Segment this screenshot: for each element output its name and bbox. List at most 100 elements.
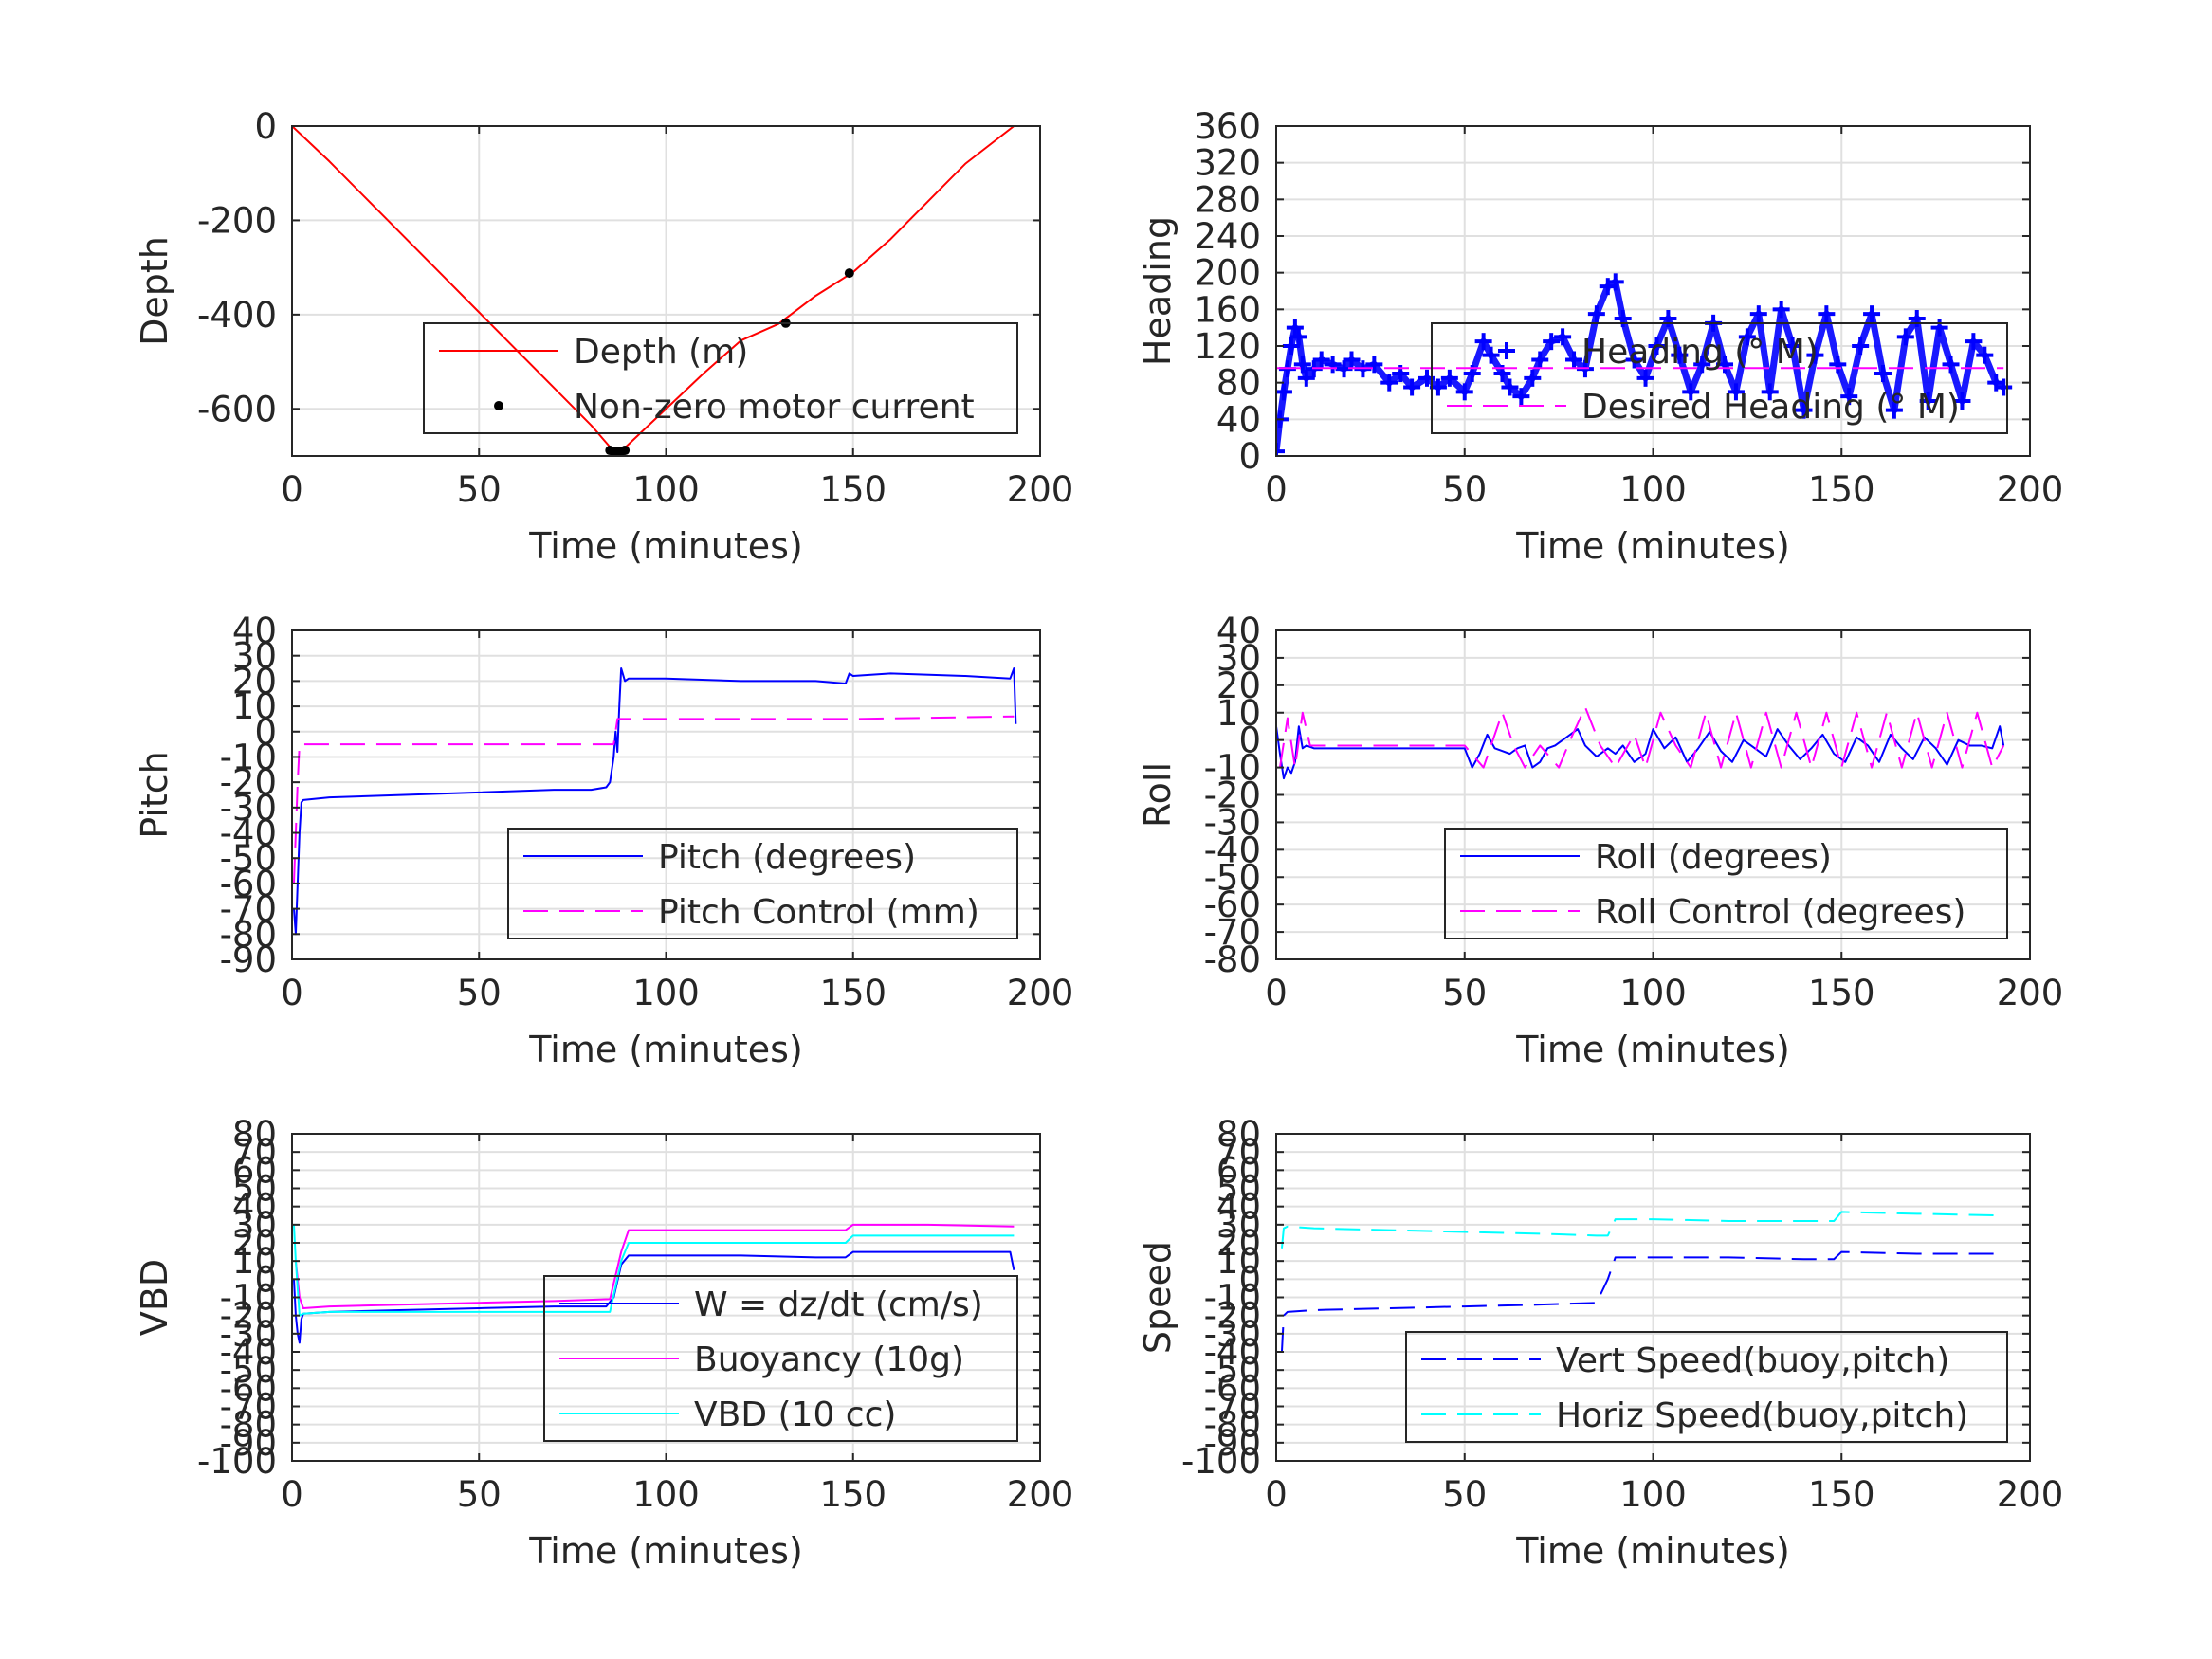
pitch-xtick-label: 150	[819, 973, 887, 1013]
roll-xtick-label: 100	[1619, 973, 1687, 1013]
depth-xtick-label: 150	[819, 469, 887, 510]
roll-panel: 0 50 100 150 200403020100-10-20-30-40-50-60-…	[1137, 611, 2063, 1070]
pitch-ytick-label: -90	[220, 939, 277, 980]
speed-ytick-label: 80	[1216, 1114, 1261, 1155]
pitch-ytick-label: 20	[232, 661, 277, 702]
depth-ylabel: Depth	[134, 236, 175, 346]
pitch-ytick-label: -30	[220, 788, 277, 829]
speed-ytick-label: 10	[1216, 1241, 1261, 1282]
pitch-xtick-label: 50	[457, 973, 502, 1013]
pitch-xlabel: Time (minutes)	[528, 1029, 803, 1070]
speed-ytick-label: -50	[1204, 1350, 1261, 1391]
speed-ytick-label: 30	[1216, 1205, 1261, 1246]
pitch-ytick-label: -60	[220, 864, 277, 904]
speed-ytick-label: 70	[1216, 1132, 1261, 1173]
roll-ytick-label: -80	[1204, 939, 1261, 980]
vbd-ytick-label: 30	[232, 1205, 277, 1246]
vbd-legend-label: VBD (10 cc)	[694, 1395, 896, 1434]
speed-legend: Vert Speed(buoy,pitch) Horiz Speed(buoy,p…	[1405, 1331, 2008, 1443]
vbd-panel: 0 50 100 150 20080706050403020100-10-20-30-4…	[134, 1114, 1073, 1572]
vbd-ytick-label: 70	[232, 1132, 277, 1173]
vbd-series-1-line	[294, 1223, 1015, 1309]
roll-series-1-line	[1278, 705, 2005, 769]
roll-legend-label: Roll Control (degrees)	[1595, 893, 1965, 932]
pitch-ytick-label: -70	[220, 889, 277, 930]
pitch-ytick-label: -40	[220, 813, 277, 854]
speed-xtick-label: 150	[1808, 1474, 1875, 1515]
heading-ytick-label: 0	[1238, 436, 1261, 477]
depth-xtick-label: 200	[1007, 469, 1074, 510]
speed-ytick-label: 40	[1216, 1187, 1261, 1228]
vbd-ytick-label: 80	[232, 1114, 277, 1155]
pitch-ytick-label: 10	[232, 686, 277, 727]
speed-ytick-label: -90	[1204, 1423, 1261, 1464]
speed-legend-label: Horiz Speed(buoy,pitch)	[1556, 1396, 1968, 1435]
speed-data	[1280, 1211, 2004, 1353]
pitch-series-1-line	[292, 715, 1015, 884]
vbd-xtick-label: 150	[819, 1474, 887, 1515]
pitch-ytick-label: 40	[232, 611, 277, 651]
vbd-legend-label: Buoyancy (10g)	[694, 1340, 964, 1379]
heading-ytick-label: 200	[1194, 253, 1261, 294]
vbd-ytick-label: 60	[232, 1150, 277, 1191]
vbd-legend-label: W = dz/dt (cm/s)	[694, 1285, 983, 1324]
roll-xtick-label: 150	[1808, 973, 1875, 1013]
speed-ytick-label: 0	[1238, 1259, 1261, 1300]
vbd-ytick-label: 0	[254, 1259, 277, 1300]
roll-ytick-label: 40	[1216, 611, 1261, 651]
roll-ytick-label: 20	[1216, 665, 1261, 706]
speed-ytick-label: -20	[1204, 1296, 1261, 1337]
depth-legend-box	[423, 322, 1018, 434]
vbd-ytick-label: 20	[232, 1223, 277, 1264]
heading-legend-label: Desired Heading (° M)	[1581, 388, 1960, 427]
depth-legend-marker	[494, 401, 503, 410]
vbd-xlabel: Time (minutes)	[528, 1530, 803, 1572]
pitch-legend-box	[507, 828, 1018, 939]
pitch-ylabel: Pitch	[134, 751, 175, 839]
roll-ytick-label: -20	[1204, 775, 1261, 816]
heading-ytick-label: 160	[1194, 289, 1261, 330]
heading-legend-label: Heading (° M)	[1581, 333, 1819, 372]
heading-series-0-trace	[1276, 278, 2005, 452]
speed-ytick-label: -70	[1204, 1387, 1261, 1428]
roll-legend-box	[1444, 828, 2008, 939]
roll-xtick-label: 200	[1997, 973, 2064, 1013]
heading-xtick-label: 50	[1442, 469, 1487, 510]
depth-legend: Depth (m) Non-zero motor current	[423, 322, 1018, 434]
speed-series-1-line	[1280, 1211, 2004, 1249]
speed-panel: 0 50 100 150 20080706050403020100-10-20-30-4…	[1137, 1114, 2063, 1572]
heading-ytick-label: 120	[1194, 326, 1261, 367]
heading-panel: 0 50 100 150 20004080120160200240280320360Ti…	[1137, 106, 2063, 567]
pitch-series-0-line	[292, 667, 1017, 936]
vbd-ytick-label: -50	[220, 1350, 277, 1391]
heading-xtick-label: 0	[1265, 469, 1288, 510]
pitch-legend: Pitch (degrees) Pitch Control (mm)	[507, 828, 1018, 939]
roll-xlabel: Time (minutes)	[1515, 1029, 1790, 1070]
depth-xtick-label: 100	[632, 469, 700, 510]
speed-legend-label: Vert Speed(buoy,pitch)	[1556, 1341, 1949, 1380]
vbd-ytick-label: 10	[232, 1241, 277, 1282]
speed-xlabel: Time (minutes)	[1515, 1530, 1790, 1572]
heading-xtick-label: 100	[1619, 469, 1687, 510]
roll-ytick-label: -30	[1204, 802, 1261, 843]
speed-xtick-label: 100	[1619, 1474, 1687, 1515]
heading-ytick-label: 280	[1194, 179, 1261, 220]
pitch-xtick-label: 100	[632, 973, 700, 1013]
speed-ytick-label: 60	[1216, 1150, 1261, 1191]
pitch-legend-label: Pitch (degrees)	[658, 838, 916, 877]
heading-data	[1276, 273, 2013, 456]
depth-xtick-label: 50	[457, 469, 502, 510]
heading-xtick-label: 200	[1997, 469, 2064, 510]
pitch-ytick-label: -10	[220, 737, 277, 777]
roll-xtick-label: 0	[1265, 973, 1288, 1013]
depth-xlabel: Time (minutes)	[528, 525, 803, 567]
speed-ytick-label: -100	[1181, 1441, 1261, 1482]
speed-ytick-label: 20	[1216, 1223, 1261, 1264]
pitch-xtick-label: 0	[281, 973, 303, 1013]
speed-ytick-label: -10	[1204, 1278, 1261, 1319]
vbd-ytick-label: -20	[220, 1296, 277, 1337]
roll-ytick-label: -60	[1204, 884, 1261, 925]
speed-ytick-label: 50	[1216, 1169, 1261, 1210]
heading-xlabel: Time (minutes)	[1515, 525, 1790, 567]
